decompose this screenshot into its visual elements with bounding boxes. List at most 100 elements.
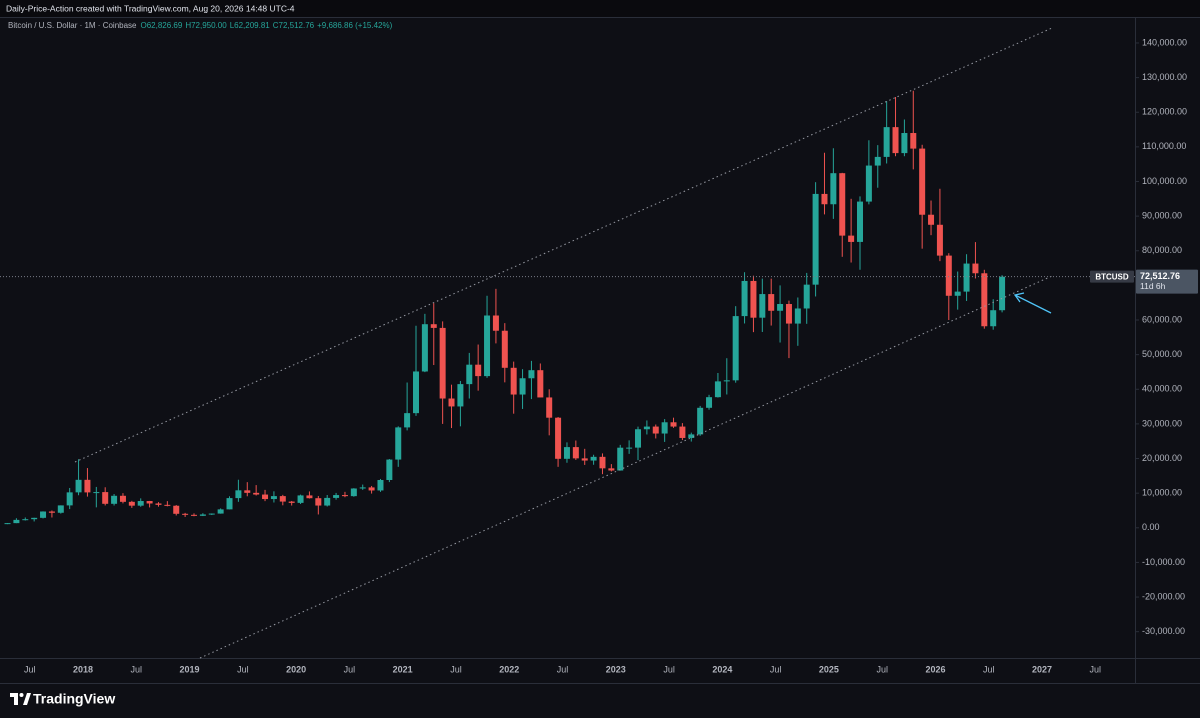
candle-body — [546, 397, 553, 418]
candle-body — [599, 456, 606, 469]
candle-body — [4, 523, 11, 525]
candle-body — [413, 371, 419, 414]
x-tick-label: 2023 — [606, 664, 626, 674]
x-tick-label: Jul — [983, 664, 995, 674]
candle-body — [528, 370, 535, 379]
candle-body — [954, 291, 961, 296]
candle-body — [333, 495, 340, 498]
y-tick-label: 20,000.00 — [1142, 453, 1182, 463]
y-tick-label: 0.00 — [1142, 522, 1160, 532]
x-tick-label: 2026 — [925, 664, 945, 674]
candle-body — [972, 263, 979, 274]
candle-body — [945, 255, 952, 296]
legend-value: L62,209.81 — [230, 21, 271, 30]
candle-body — [670, 422, 677, 427]
candle-body — [981, 273, 988, 327]
candle-body — [759, 294, 766, 318]
x-tick-label: 2025 — [819, 664, 839, 674]
candle-body — [741, 280, 748, 317]
candle-body — [892, 127, 899, 154]
candle-body — [226, 498, 233, 510]
candle-body — [279, 496, 286, 502]
candle-body — [661, 422, 668, 434]
candle-body — [563, 447, 570, 459]
x-tick-label: 2019 — [180, 664, 200, 674]
candle-body — [13, 519, 20, 524]
candle-body — [315, 498, 322, 506]
candle-body — [617, 447, 624, 471]
candle-body — [128, 501, 135, 506]
y-tick-label: 130,000.00 — [1142, 72, 1187, 82]
y-tick-label: 90,000.00 — [1142, 210, 1182, 220]
top-bar — [0, 0, 1200, 17]
candle-body — [519, 378, 526, 395]
candle-body — [652, 426, 659, 434]
symbol-box — [1090, 270, 1134, 283]
candle-body — [40, 511, 47, 518]
x-tick-label: Jul — [450, 664, 462, 674]
candle-body — [635, 429, 641, 448]
y-tick-label: -30,000.00 — [1142, 626, 1185, 636]
candle-body — [191, 514, 197, 516]
candle-body — [359, 487, 366, 489]
candle-body — [883, 127, 890, 157]
candle-body — [439, 327, 446, 399]
x-tick-label: Jul — [557, 664, 569, 674]
candle-body — [341, 495, 348, 497]
candle-body — [572, 447, 579, 459]
candle-body — [626, 447, 633, 449]
candle-body — [421, 324, 428, 372]
candle-body — [839, 173, 846, 236]
candle-body — [865, 165, 872, 202]
candle-body — [235, 490, 242, 499]
x-tick-label: Jul — [24, 664, 36, 674]
countdown-label: 11d 6h — [1140, 281, 1166, 291]
candle-body — [777, 304, 784, 311]
candle-body — [324, 497, 331, 506]
candle-body — [963, 263, 970, 292]
y-tick-label: 140,000.00 — [1142, 37, 1187, 47]
candle-body — [288, 501, 295, 503]
candle-body — [590, 456, 597, 461]
x-tick-label: Jul — [344, 664, 356, 674]
candle-body — [723, 380, 730, 382]
candle-body — [386, 459, 393, 481]
candle-body — [270, 496, 277, 500]
candle-body — [857, 201, 863, 242]
y-tick-label: 30,000.00 — [1142, 418, 1182, 428]
y-tick-label: 100,000.00 — [1142, 176, 1187, 186]
candle-body — [404, 413, 411, 428]
candle-body — [492, 315, 499, 331]
x-tick-label: Jul — [131, 664, 143, 674]
candle-body — [555, 417, 562, 459]
candle-body — [874, 156, 881, 166]
symbol-label: BTCUSD — [1095, 272, 1129, 281]
candle-body — [643, 426, 650, 430]
candle-body — [111, 495, 118, 504]
y-tick-label: -20,000.00 — [1142, 591, 1185, 601]
y-tick-label: 120,000.00 — [1142, 107, 1187, 117]
candle-body — [999, 276, 1006, 311]
x-tick-label: 2020 — [286, 664, 306, 674]
candle-body — [208, 513, 215, 515]
candle-body — [608, 468, 615, 471]
candle-body — [821, 193, 828, 205]
candle-body — [732, 316, 739, 381]
candle-body — [812, 193, 819, 285]
candle-body — [137, 501, 144, 506]
candle-body — [830, 173, 837, 205]
candle-body — [714, 381, 721, 398]
y-tick-label: 110,000.00 — [1142, 141, 1186, 151]
candle-body — [262, 494, 269, 500]
candle-body — [119, 495, 126, 502]
candle-body — [990, 310, 997, 327]
chart-title: Bitcoin / U.S. Dollar · 1M · Coinbase — [8, 21, 137, 30]
candle-body — [848, 235, 855, 242]
candle-body — [475, 364, 482, 377]
candle-body — [395, 427, 402, 460]
candle-body — [679, 426, 686, 438]
candle-body — [706, 397, 713, 408]
x-tick-label: Jul — [663, 664, 675, 674]
